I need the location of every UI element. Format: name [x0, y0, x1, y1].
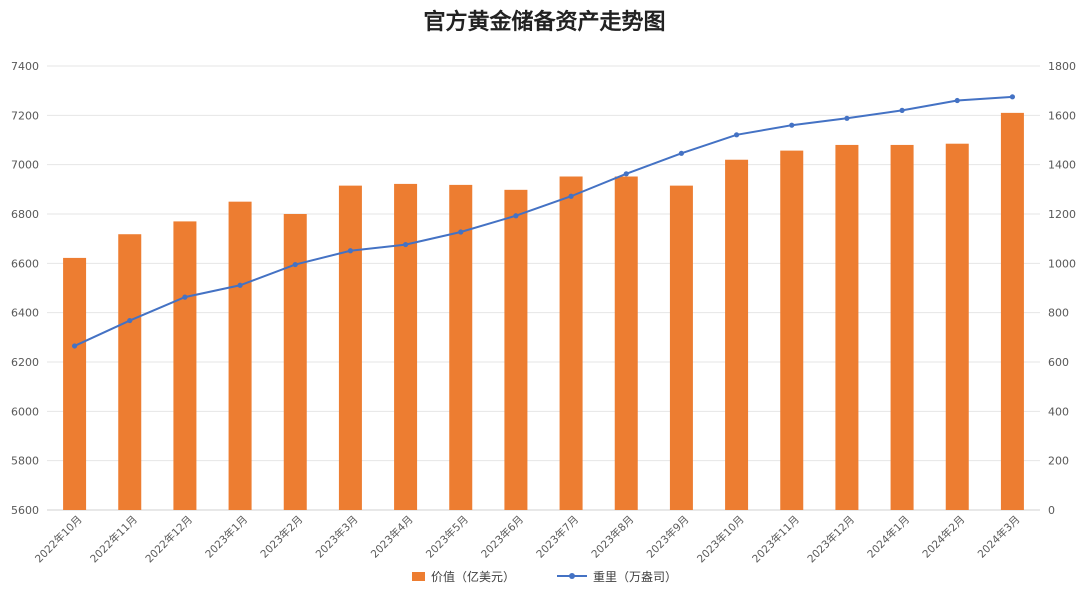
bar[interactable]: [945, 143, 969, 510]
bar[interactable]: [394, 183, 418, 510]
x-axis-tick-label: 2024年2月: [920, 513, 968, 561]
line-point[interactable]: [127, 317, 133, 324]
x-axis-tick-label: 2023年8月: [589, 513, 637, 561]
left-axis-tick-label: 6400: [11, 307, 39, 320]
line-point[interactable]: [458, 229, 464, 235]
line-point[interactable]: [71, 343, 78, 349]
right-axis-tick-label: 1600: [1048, 109, 1076, 122]
gridlines: [47, 65, 1040, 511]
x-axis-tick-label: 2022年11月: [87, 513, 139, 565]
x-axis-tick-label: 2023年11月: [749, 513, 801, 565]
left-axis-tick-label: 5800: [11, 455, 39, 468]
line-point[interactable]: [899, 107, 905, 113]
right-axis-tick-label: 1800: [1048, 60, 1076, 73]
right-axis-tick-label: 0: [1048, 504, 1055, 517]
left-axis-tick-label: 6200: [11, 356, 39, 369]
left-axis-tick-label: 6000: [11, 405, 39, 418]
line-point[interactable]: [402, 241, 409, 248]
legend-label-weight: 重里（万盎司）: [593, 569, 678, 584]
bar[interactable]: [890, 144, 914, 510]
x-axis-categories: 2022年10月 2022年11月 2022年12月 2023年1月 2023年2月 20…: [32, 513, 1022, 565]
legend-bar-swatch: [411, 571, 425, 581]
line-point[interactable]: [237, 282, 243, 288]
line-point[interactable]: [182, 294, 188, 300]
bar[interactable]: [559, 176, 583, 511]
legend: 价值（亿美元） 重里（万盎司）: [0, 566, 1089, 586]
bar[interactable]: [669, 185, 693, 510]
left-y-axis: 5600 5800 6000 6200 6400 6600 6800 7000 7200 7400: [11, 60, 39, 517]
left-axis-tick-label: 7000: [11, 159, 39, 172]
right-y-axis: 0 200 400 600 800 1000 1200 1400 1600 1800: [1048, 60, 1076, 517]
line-point[interactable]: [347, 248, 354, 254]
right-axis-tick-label: 1000: [1048, 257, 1076, 270]
line-point[interactable]: [954, 97, 960, 104]
x-axis-tick-label: 2022年12月: [143, 513, 195, 565]
bar[interactable]: [63, 257, 87, 510]
left-axis-tick-label: 7200: [11, 109, 39, 122]
chart-title: 官方黄金储备资产走势图: [423, 9, 666, 35]
x-axis-tick-label: 2023年9月: [644, 513, 692, 561]
legend-item-weight[interactable]: 重里（万盎司）: [557, 568, 677, 585]
bar[interactable]: [780, 150, 804, 510]
bar[interactable]: [504, 189, 528, 510]
x-axis-tick-label: 2023年2月: [258, 513, 306, 561]
line-point[interactable]: [513, 213, 519, 219]
line-point[interactable]: [844, 115, 850, 121]
x-axis-tick-label: 2023年1月: [203, 513, 251, 561]
line-series: [71, 94, 1016, 349]
left-axis-tick-label: 5600: [11, 504, 39, 517]
line-point[interactable]: [789, 122, 795, 128]
x-axis-tick-label: 2023年12月: [805, 513, 857, 565]
right-axis-tick-label: 400: [1048, 405, 1069, 418]
line-point[interactable]: [733, 132, 740, 138]
right-axis-tick-label: 800: [1048, 307, 1069, 320]
bar[interactable]: [449, 184, 473, 511]
bar[interactable]: [835, 144, 859, 510]
x-axis-tick-label: 2024年3月: [975, 513, 1023, 561]
x-axis-tick-label: 2024年1月: [865, 513, 913, 561]
line-point[interactable]: [678, 150, 685, 156]
bar[interactable]: [283, 214, 307, 510]
bar[interactable]: [338, 185, 362, 510]
legend-item-value[interactable]: 价值（亿美元）: [411, 568, 515, 585]
line-point[interactable]: [292, 261, 298, 268]
right-axis-tick-label: 200: [1048, 455, 1069, 468]
line-point[interactable]: [623, 171, 629, 177]
right-axis-tick-label: 600: [1048, 356, 1069, 369]
x-axis-tick-label: 2023年7月: [534, 513, 582, 561]
x-axis-tick-label: 2023年10月: [694, 513, 746, 565]
legend-line-swatch: [557, 571, 587, 581]
left-axis-tick-label: 7400: [11, 60, 39, 73]
right-axis-tick-label: 1200: [1048, 208, 1076, 221]
line-point[interactable]: [568, 193, 574, 199]
legend-label-value: 价值（亿美元）: [430, 569, 515, 584]
bar-series: [63, 112, 1024, 511]
x-axis-tick-label: 2022年10月: [32, 513, 84, 565]
bar[interactable]: [118, 234, 142, 510]
x-axis-tick-label: 2023年5月: [423, 513, 471, 561]
bar[interactable]: [173, 221, 197, 510]
bar[interactable]: [614, 176, 638, 511]
series-line: [74, 95, 1013, 347]
bar[interactable]: [725, 159, 749, 510]
line-point[interactable]: [1009, 94, 1016, 100]
bar[interactable]: [228, 201, 252, 510]
x-axis-tick-label: 2023年3月: [313, 513, 361, 561]
left-axis-tick-label: 6800: [11, 208, 39, 221]
bar[interactable]: [1000, 112, 1024, 510]
x-axis-tick-label: 2023年6月: [478, 513, 526, 561]
x-axis-tick-label: 2023年4月: [368, 513, 416, 561]
left-axis-tick-label: 6600: [11, 257, 39, 270]
right-axis-tick-label: 1400: [1048, 159, 1076, 172]
